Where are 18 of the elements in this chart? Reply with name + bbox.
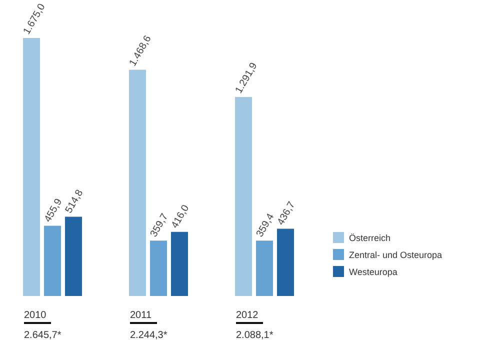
text: 2.088,1* <box>236 330 274 340</box>
x-tick-label: 2010 <box>24 310 47 321</box>
bar <box>171 232 188 296</box>
legend-label: Westeuropa <box>349 266 398 276</box>
bar <box>256 240 273 296</box>
bar <box>65 216 82 296</box>
bar <box>23 38 40 296</box>
text: 2.645,7* <box>24 330 62 340</box>
bar <box>150 240 167 296</box>
bar <box>277 228 294 296</box>
bar <box>235 97 252 296</box>
legend-label: Zentral- und Osteuropa <box>349 250 442 260</box>
bar <box>129 70 146 296</box>
x-tick-label: 2012 <box>236 310 259 321</box>
bar <box>44 226 61 296</box>
legend-label: Österreich <box>349 232 391 242</box>
x-tick-label: 2011 <box>130 310 152 321</box>
text: 2.244,3* <box>130 330 168 340</box>
